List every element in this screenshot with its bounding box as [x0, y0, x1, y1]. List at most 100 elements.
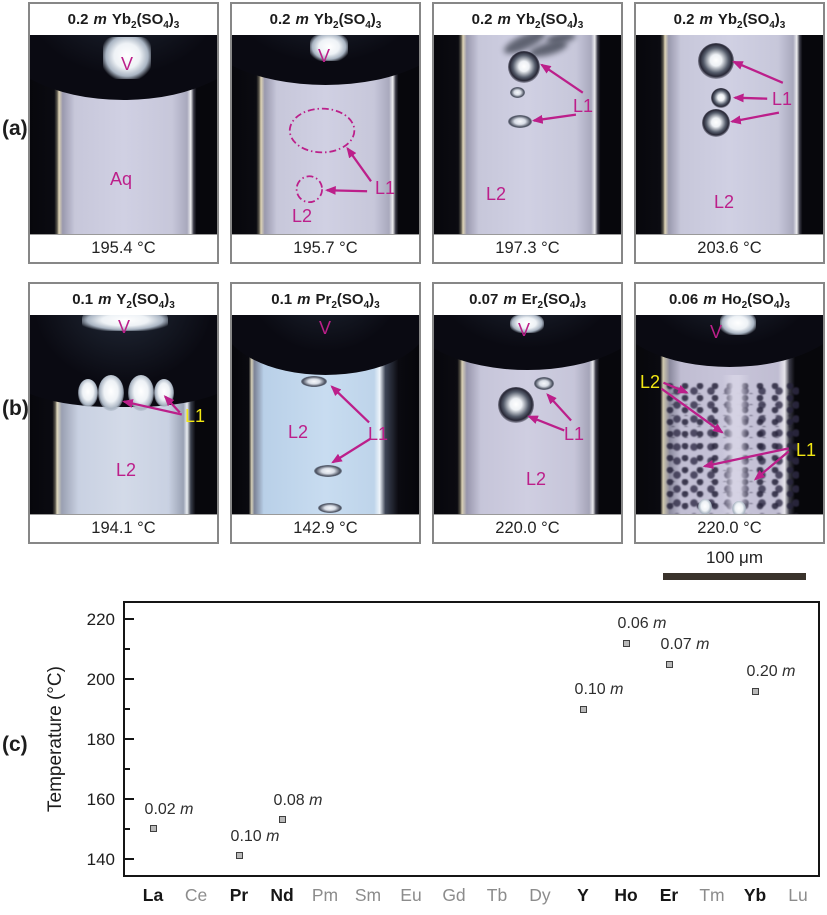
y-axis-major-tick	[125, 678, 134, 681]
micrograph-image: V Aq	[30, 35, 217, 234]
x-axis-label: Pm	[311, 885, 339, 905]
annotation-arrow	[702, 447, 789, 469]
y-axis-major-tick	[125, 797, 134, 800]
x-axis-label: Yb	[743, 885, 767, 905]
annotation-arrow	[753, 450, 790, 481]
temperature-value: 220.0 °C	[495, 518, 560, 537]
micrograph-panel-a2: 0.2 m Yb2(SO4)3 V L1 L2 195.7 °C	[230, 2, 421, 264]
x-axis-label: Y	[577, 885, 589, 905]
x-axis-label: Gd	[442, 885, 466, 905]
x-axis-label: Dy	[529, 885, 551, 905]
aqueous-label: Aq	[110, 169, 133, 189]
molality-unit: m	[497, 11, 511, 28]
x-axis-label: Tm	[699, 885, 725, 905]
liquid2-label: L2	[526, 469, 547, 489]
chemical-formula: Y2(SO4)3	[116, 291, 175, 311]
micrograph-panel-b4: 0.06 m Ho2(SO4)3 V L2 L1 220.0 °C	[634, 282, 825, 544]
annotation-overlay	[288, 107, 372, 204]
micrograph-image: L1 L2	[434, 35, 621, 234]
panel-title: 0.2 m Yb2(SO4)3	[636, 4, 823, 35]
chemical-formula: Yb2(SO4)3	[717, 11, 786, 31]
chemical-formula: Pr2(SO4)3	[315, 291, 380, 311]
molality-unit: m	[703, 291, 717, 308]
concentration: 0.2	[673, 11, 695, 28]
annotation-overlay	[730, 60, 784, 125]
chemical-formula: Yb2(SO4)3	[313, 11, 382, 31]
micrograph-image: V L2 L1	[232, 315, 419, 514]
y-axis-tick-label: 160	[86, 789, 115, 809]
annotation-arrow	[662, 381, 689, 394]
data-point-label: 0.07 m	[660, 636, 710, 654]
panel-temperature: 220.0 °C	[636, 514, 823, 541]
annotation-arrow	[540, 63, 584, 94]
chemical-formula: Yb2(SO4)3	[111, 11, 180, 31]
temperature-value: 197.3 °C	[495, 238, 560, 257]
data-point	[235, 852, 243, 860]
micrograph-panel-b1: 0.1 m Y2(SO4)3 V L1 L2 194.1 °C	[28, 282, 219, 544]
annotation-arrow	[730, 111, 780, 125]
annotation-overlay	[531, 63, 584, 124]
data-point-label: 0.08 m	[273, 791, 323, 809]
molality-unit: m	[93, 11, 107, 28]
temperature-value: 203.6 °C	[697, 238, 762, 257]
y-axis-tick-label: 180	[86, 730, 115, 749]
scalebar-label: 100 μm	[705, 548, 764, 567]
panel-temperature: 195.4 °C	[30, 234, 217, 261]
vapor-label: V	[318, 46, 331, 66]
micrograph-panel-a3: 0.2 m Yb2(SO4)3 L1 L2 197.3 °C	[432, 2, 623, 264]
annotation-arrow	[546, 393, 572, 422]
concentration: 0.2	[67, 11, 89, 28]
annotation-overlay	[122, 395, 182, 416]
annotation-arrow	[346, 146, 372, 182]
annotation-arrow	[163, 395, 181, 414]
y-axis-tick-label: 220	[86, 610, 115, 630]
chart-c: Temperature (°C) 0.02 m 0.10 m 0.08 m 0.10 …	[0, 588, 827, 915]
concentration: 0.1	[72, 291, 94, 308]
micrograph-panel-b2: 0.1 m Pr2(SO4)3 V L2 L1 142.9 °C	[230, 282, 421, 544]
concentration: 0.2	[471, 11, 493, 28]
panel-title: 0.2 m Yb2(SO4)3	[434, 4, 621, 35]
data-point	[665, 660, 673, 668]
data-point	[579, 705, 587, 713]
annotation-arrow	[531, 113, 577, 124]
row-b-label: (b)	[2, 397, 29, 420]
liquid1-label: L1	[375, 178, 396, 198]
scalebar	[663, 573, 806, 580]
liquid2-label: L2	[640, 372, 661, 392]
y-axis-minor-tick	[125, 708, 130, 711]
liquid2-label: L2	[486, 184, 507, 204]
x-axis-label: Sm	[354, 885, 382, 905]
temperature-value: 195.7 °C	[293, 238, 358, 257]
panel-temperature: 142.9 °C	[232, 514, 419, 541]
molality-unit: m	[295, 11, 309, 28]
liquid2-label: L2	[116, 460, 137, 480]
panel-title: 0.07 m Er2(SO4)3	[434, 284, 621, 315]
panel-temperature: 197.3 °C	[434, 234, 621, 261]
micrograph-image: V L1 L2	[30, 315, 217, 514]
molality-unit: m	[503, 291, 517, 308]
y-axis-tick-label: 200	[86, 670, 115, 690]
liquid1-label: L1	[368, 424, 389, 444]
annotation-overlay	[527, 393, 572, 432]
micrograph-panel-a4: 0.2 m Yb2(SO4)3 L1 L2 203.6 °C	[634, 2, 825, 264]
liquid1-label: L1	[564, 424, 585, 444]
x-axis-label: Pr	[229, 885, 249, 905]
x-axis-label: Ce	[184, 885, 208, 905]
data-point-label: 0.10 m	[230, 827, 280, 845]
data-point	[751, 687, 759, 695]
annotation-arrow	[527, 415, 565, 432]
panel-title: 0.2 m Yb2(SO4)3	[232, 4, 419, 35]
panel-temperature: 194.1 °C	[30, 514, 217, 541]
panel-temperature: 195.7 °C	[232, 234, 419, 261]
concentration: 0.1	[271, 291, 293, 308]
vapor-label: V	[319, 318, 332, 338]
annotation-overlay	[660, 381, 790, 481]
data-point	[278, 816, 286, 824]
annotation-overlay	[330, 385, 372, 464]
concentration: 0.2	[269, 11, 291, 28]
temperature-value: 220.0 °C	[697, 518, 762, 537]
chemical-formula: Er2(SO4)3	[521, 291, 586, 311]
y-axis-minor-tick	[125, 767, 130, 770]
molality-unit: m	[699, 11, 713, 28]
